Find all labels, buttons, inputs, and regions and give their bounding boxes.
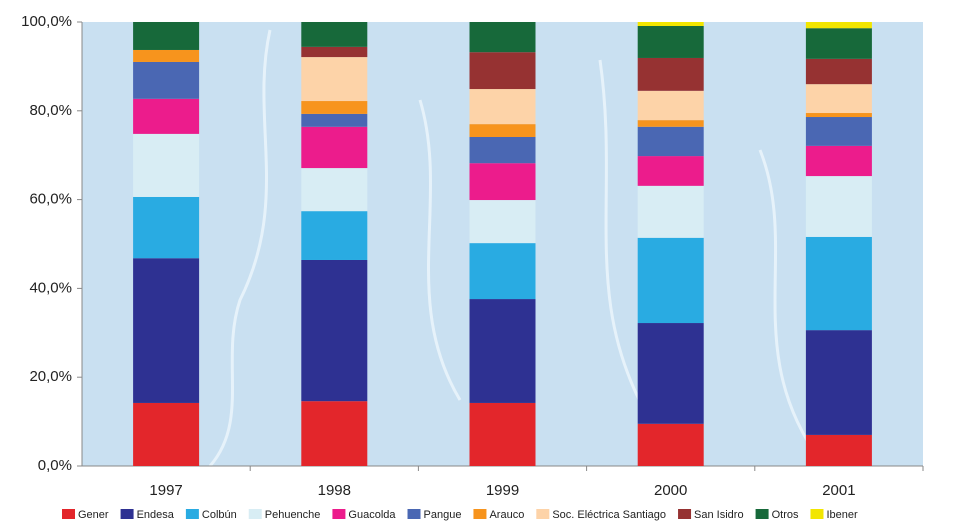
bar-segment	[806, 146, 872, 176]
legend-swatch	[536, 509, 549, 519]
y-tick-label: 60,0%	[29, 191, 72, 208]
bar-segment	[301, 47, 367, 57]
bar-segment	[638, 58, 704, 91]
bar-segment	[638, 238, 704, 323]
x-tick-label: 1999	[486, 482, 519, 499]
bar-segment	[470, 243, 536, 299]
bar-segment	[301, 114, 367, 127]
bar-segment	[133, 134, 199, 197]
bar-segment	[301, 57, 367, 101]
bar-segment	[133, 258, 199, 403]
legend-label: Colbún	[202, 509, 237, 521]
bar-segment	[470, 200, 536, 243]
y-tick-label: 100,0%	[21, 13, 72, 30]
bar-segment	[301, 22, 367, 47]
bar-segment	[638, 120, 704, 127]
bar-segment	[638, 127, 704, 156]
bar-segment	[806, 113, 872, 117]
bar-segment	[638, 156, 704, 186]
bar-segment	[470, 163, 536, 200]
bar-segment	[470, 124, 536, 137]
legend-swatch	[408, 509, 421, 519]
bar-segment	[806, 22, 872, 28]
bar-segment	[301, 260, 367, 401]
legend-swatch	[473, 509, 486, 519]
bar-segment	[470, 89, 536, 124]
bar-segment	[806, 117, 872, 146]
bar-segment	[638, 91, 704, 120]
bar-segment	[470, 403, 536, 466]
bar-segment	[806, 59, 872, 84]
bar-segment	[806, 176, 872, 237]
y-tick-label: 0,0%	[38, 457, 72, 474]
x-tick-label: 2001	[822, 482, 855, 499]
bar-segment	[806, 237, 872, 330]
bar-segment	[470, 137, 536, 163]
bar-segment	[806, 330, 872, 435]
y-tick-label: 40,0%	[29, 279, 72, 296]
legend-label: Endesa	[137, 509, 175, 521]
legend-label: Pehuenche	[265, 509, 321, 521]
bar-segment	[301, 211, 367, 260]
bar-segment	[133, 62, 199, 99]
x-tick-label: 1997	[149, 482, 182, 499]
bar-segment	[638, 26, 704, 58]
legend-label: Gener	[78, 509, 109, 521]
bar-segment	[638, 186, 704, 238]
legend-label: Arauco	[489, 509, 524, 521]
bar-segment	[806, 84, 872, 113]
legend-swatch	[249, 509, 262, 519]
bar-segment	[470, 22, 536, 52]
bar-segment	[806, 435, 872, 466]
legend-swatch	[332, 509, 345, 519]
x-tick-label: 1998	[318, 482, 351, 499]
legend-swatch	[186, 509, 199, 519]
bar-segment	[470, 299, 536, 403]
legend-swatch	[62, 509, 75, 519]
bar-segment	[133, 197, 199, 258]
bar-segment	[638, 424, 704, 466]
legend-swatch	[756, 509, 769, 519]
bar-segment	[133, 99, 199, 134]
bar-segment	[301, 127, 367, 168]
bar-segment	[301, 168, 367, 211]
legend-label: San Isidro	[694, 509, 744, 521]
legend-swatch	[810, 509, 823, 519]
bar-segment	[638, 323, 704, 424]
bar-segment	[133, 22, 199, 50]
y-tick-label: 20,0%	[29, 368, 72, 385]
legend-swatch	[121, 509, 134, 519]
x-tick-label: 2000	[654, 482, 687, 499]
bar-segment	[806, 28, 872, 59]
legend-label: Otros	[772, 509, 799, 521]
chart: 0,0% 20,0% 40,0% 60,0% 80,0% 100,0% 1997 1998 19…	[0, 0, 963, 522]
legend-label: Ibener	[826, 509, 858, 521]
y-tick-label: 80,0%	[29, 102, 72, 119]
bar-segment	[638, 22, 704, 26]
legend-label: Guacolda	[348, 509, 396, 521]
legend-label: Pangue	[424, 509, 462, 521]
legend-label: Soc. Eléctrica Santiago	[552, 509, 666, 521]
bar-segment	[133, 403, 199, 466]
legend-swatch	[678, 509, 691, 519]
bar-segment	[133, 50, 199, 62]
bar-segment	[301, 401, 367, 466]
bar-segment	[470, 52, 536, 89]
bar-segment	[301, 101, 367, 114]
